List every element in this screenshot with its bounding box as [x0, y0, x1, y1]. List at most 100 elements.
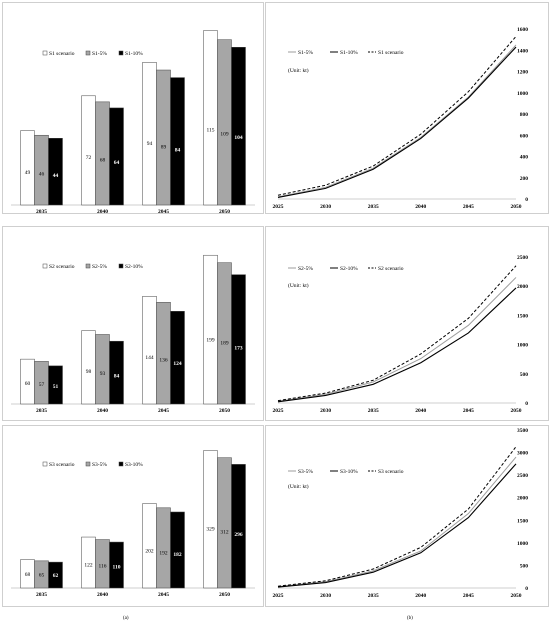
y-tick-label: 800 — [520, 112, 529, 118]
bar-chart-s3: 68 65 62 2035 122 116 110 2040 202 192 182 2045 329 3… — [11, 450, 255, 598]
x-tick-label: 2035 — [368, 408, 379, 414]
y-tick-label: 0 — [525, 197, 528, 203]
data-label: 116 — [98, 564, 106, 570]
legend-swatch — [118, 50, 124, 56]
data-label: 115 — [206, 128, 214, 134]
bar-s2scenario-2050 — [203, 254, 218, 405]
data-label: 64 — [114, 160, 120, 166]
data-label: 296 — [234, 532, 243, 538]
bar-s1-10-2040 — [109, 107, 124, 206]
series-line-s2-10 — [277, 287, 517, 403]
data-label: 84 — [114, 374, 120, 380]
data-label: 189 — [220, 341, 229, 347]
y-tick-label: 1000 — [517, 541, 528, 547]
data-label: 192 — [159, 550, 168, 556]
x-tick-label: 2040 — [415, 204, 426, 210]
data-label: 60 — [25, 381, 31, 387]
x-tick-label: 2050 — [219, 408, 230, 414]
legend-label: S3-5% — [298, 469, 313, 475]
x-tick-label: 2025 — [273, 593, 284, 599]
x-tick-label: 2050 — [511, 408, 522, 414]
bar-s3-10-2040 — [109, 541, 124, 589]
legend-swatch — [118, 461, 124, 467]
x-tick-label: 2030 — [320, 204, 331, 210]
data-label: 109 — [220, 132, 229, 138]
data-label: 144 — [145, 355, 154, 361]
line-chart-s1-panel: 2025 2030 2035 2040 2045 2050 0 200 400 600 800 100… — [265, 2, 549, 214]
series-line-s3-10 — [277, 463, 517, 588]
legend-label: S3 scenario — [378, 469, 404, 475]
data-label: 202 — [145, 549, 154, 555]
bar-chart-s3-panel: 68 65 62 2035 122 116 110 2040 202 192 182 2045 329 3… — [2, 425, 264, 607]
legend-label: S3-10% — [340, 469, 358, 475]
legend-swatch — [85, 50, 91, 56]
bar-s1-5-2035 — [34, 134, 49, 206]
x-tick-label: 2030 — [320, 593, 331, 599]
bar-s3scenario-2050 — [203, 450, 218, 589]
data-label: 329 — [206, 526, 215, 532]
y-tick-label: 3500 — [517, 428, 528, 434]
unit-label: (Unit: kt) — [288, 67, 309, 74]
bar-s2-5-2040 — [95, 334, 110, 405]
y-tick-label: 2000 — [517, 496, 528, 502]
data-label: 68 — [25, 572, 31, 578]
data-label: 89 — [161, 144, 167, 150]
series-line-s2scenario — [277, 265, 517, 402]
data-label: 173 — [234, 346, 243, 352]
y-tick-label: 1000 — [517, 343, 528, 349]
x-tick-label: 2025 — [273, 408, 284, 414]
legend-label: S1-10% — [340, 50, 358, 56]
legend-label: S2-5% — [92, 264, 107, 270]
x-tick-label: 2035 — [36, 209, 47, 215]
bar-s1-10-2045 — [170, 77, 185, 206]
legend-swatch — [85, 461, 91, 467]
bar-s3-5-2050 — [217, 457, 232, 589]
bar-s1scenario-2035 — [20, 130, 35, 206]
data-label: 136 — [159, 357, 168, 363]
data-label: 51 — [53, 384, 59, 390]
bar-s3-5-2045 — [156, 507, 171, 589]
series-line-s3-5 — [277, 456, 517, 588]
data-label: 124 — [173, 361, 182, 367]
y-tick-label: 1600 — [517, 27, 528, 33]
y-tick-label: 3000 — [517, 451, 528, 457]
y-tick-label: 1000 — [517, 91, 528, 97]
legend-label: S2 scenario — [49, 264, 75, 270]
y-tick-label: 2500 — [517, 255, 528, 261]
bar-s1-10-2050 — [231, 47, 246, 206]
data-label: 122 — [84, 563, 93, 569]
bar-s2-5-2045 — [156, 302, 171, 405]
x-tick-label: 2045 — [158, 209, 169, 215]
x-tick-label: 2045 — [463, 408, 474, 414]
caption-a: (a) — [123, 616, 129, 621]
bar-s1scenario-2050 — [203, 30, 218, 206]
x-tick-label: 2040 — [415, 408, 426, 414]
data-label: 57 — [39, 382, 45, 388]
caption-b: (b) — [407, 616, 413, 621]
legend-swatch — [42, 263, 48, 269]
x-tick-label: 2040 — [415, 593, 426, 599]
bar-chart-s1-panel: 49 46 44 2035 72 68 64 2040 94 89 84 2045 115 109 104 2… — [2, 2, 264, 215]
data-label: 312 — [220, 529, 229, 535]
y-tick-label: 600 — [520, 133, 529, 139]
bar-s3-10-2045 — [170, 511, 185, 589]
bar-s3-10-2050 — [231, 464, 246, 589]
y-tick-label: 1500 — [517, 313, 528, 319]
y-tick-label: 2000 — [517, 284, 528, 290]
y-tick-label: 500 — [520, 372, 529, 378]
legend-label: S3 scenario — [49, 462, 75, 468]
bar-s2scenario-2045 — [142, 296, 157, 405]
legend-label: S1-10% — [125, 51, 143, 57]
bar-s1scenario-2045 — [142, 62, 157, 206]
y-tick-label: 0 — [525, 586, 528, 592]
bar-s1-5-2050 — [217, 39, 232, 206]
x-tick-label: 2030 — [320, 408, 331, 414]
y-tick-label: 2500 — [517, 473, 528, 479]
legend-swatch — [42, 50, 48, 56]
bar-chart-s2: 60 57 51 2035 98 93 84 2040 144 136 124 2045 199 189 1… — [11, 254, 255, 414]
data-label: 49 — [25, 170, 31, 176]
data-label: 94 — [147, 141, 153, 147]
x-tick-label: 2050 — [511, 593, 522, 599]
